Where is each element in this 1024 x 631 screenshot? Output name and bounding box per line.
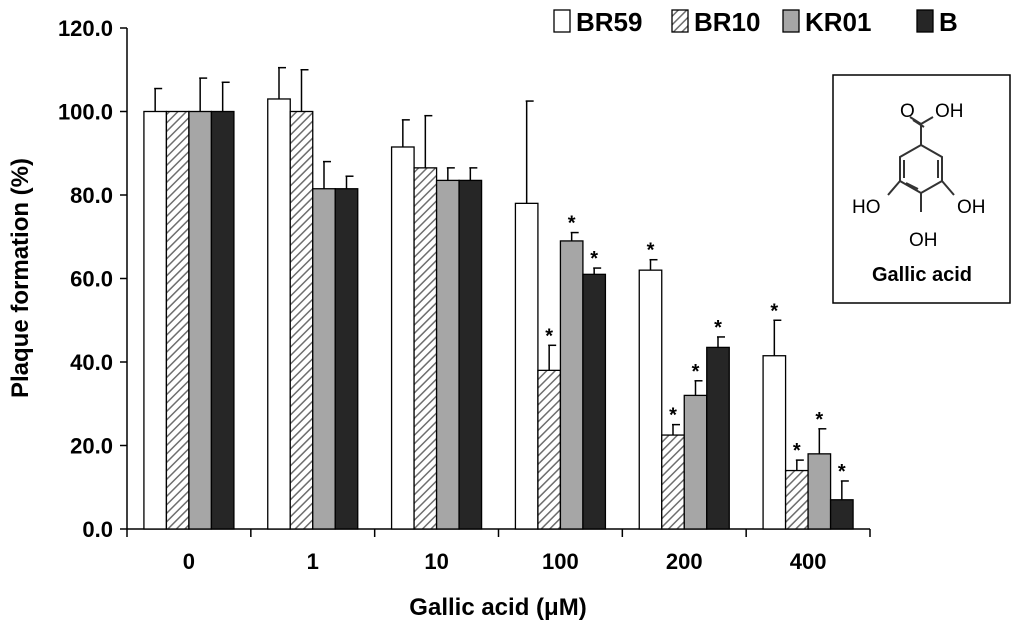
y-tick-label: 0.0	[82, 517, 113, 542]
significance-marker: *	[815, 409, 823, 431]
x-tick-label: 10	[424, 549, 448, 574]
significance-marker: *	[838, 461, 846, 483]
significance-marker: *	[692, 361, 700, 383]
bar-kr01-0	[188, 110, 213, 530]
bar-br10-10	[413, 167, 438, 530]
bar-br10-200	[661, 434, 685, 530]
bar-br10-1	[289, 110, 314, 530]
significance-marker: *	[545, 325, 553, 347]
x-tick-label: 400	[790, 549, 827, 574]
significance-marker: *	[647, 240, 655, 262]
significance-marker: *	[590, 248, 598, 270]
bar-kr01-100	[559, 240, 584, 530]
legend-swatch-kr01	[782, 9, 800, 33]
significance-marker: *	[568, 213, 576, 235]
significance-marker: *	[793, 440, 801, 462]
gallic-acid-structure	[887, 116, 955, 212]
legend-swatch-b	[916, 9, 934, 33]
bar-br59-400	[762, 355, 787, 530]
y-axis-title: Plaque formation (%)	[7, 158, 34, 398]
bar-b-10	[458, 179, 483, 530]
legend-label-b: B	[939, 7, 958, 37]
bar-br59-200	[638, 269, 663, 530]
oh-bottom-label: OH	[909, 230, 938, 251]
bar-kr01-1	[312, 188, 336, 530]
y-tick-label: 60.0	[70, 267, 113, 292]
legend-label-br59: BR59	[576, 7, 642, 37]
x-axis-title: Gallic acid (μM)	[409, 594, 586, 621]
inset-frame	[832, 74, 1011, 304]
significance-marker: *	[714, 317, 722, 339]
bar-kr01-200	[683, 394, 708, 530]
bar-br10-0	[165, 110, 190, 530]
x-tick-label: 1	[307, 549, 319, 574]
bar-br59-0	[143, 110, 168, 530]
bar-b-100	[582, 273, 607, 530]
gallic-acid-inset: O OH HO OH OH Gallic acid	[832, 74, 1011, 304]
oh-right-label: OH	[957, 197, 986, 218]
bar-b-200	[706, 346, 730, 530]
y-tick-label: 40.0	[70, 350, 113, 375]
significance-marker: *	[770, 300, 778, 322]
inset-title: Gallic acid	[872, 264, 972, 286]
hydroxyl-top-label: OH	[935, 101, 964, 122]
bar-kr01-10	[435, 179, 460, 530]
x-tick-label: 100	[542, 549, 579, 574]
bar-b-0	[210, 110, 235, 530]
legend-label-kr01: KR01	[805, 7, 871, 37]
bar-kr01-400	[807, 453, 832, 530]
bar-br10-400	[784, 469, 809, 530]
bar-br59-100	[514, 202, 539, 530]
carbonyl-o-label: O	[900, 101, 915, 122]
x-tick-label: 200	[666, 549, 703, 574]
significance-marker: *	[669, 405, 677, 427]
x-tick-label: 0	[183, 549, 195, 574]
y-tick-label: 80.0	[70, 183, 113, 208]
y-tick-label: 100.0	[58, 100, 113, 125]
bar-br59-1	[267, 98, 291, 530]
legend-label-br10: BR10	[694, 7, 760, 37]
bar-br59-10	[390, 146, 415, 530]
legend-swatch-br10	[671, 9, 689, 33]
ho-left-label: HO	[852, 197, 881, 218]
y-tick-label: 20.0	[70, 434, 113, 459]
legend-swatch-br59	[553, 9, 571, 33]
bar-b-1	[334, 188, 359, 530]
bar-br10-100	[537, 369, 562, 530]
y-tick-label: 120.0	[58, 16, 113, 41]
legend: BR59 BR10 KR01 B	[553, 7, 958, 37]
bar-b-400	[829, 499, 854, 530]
